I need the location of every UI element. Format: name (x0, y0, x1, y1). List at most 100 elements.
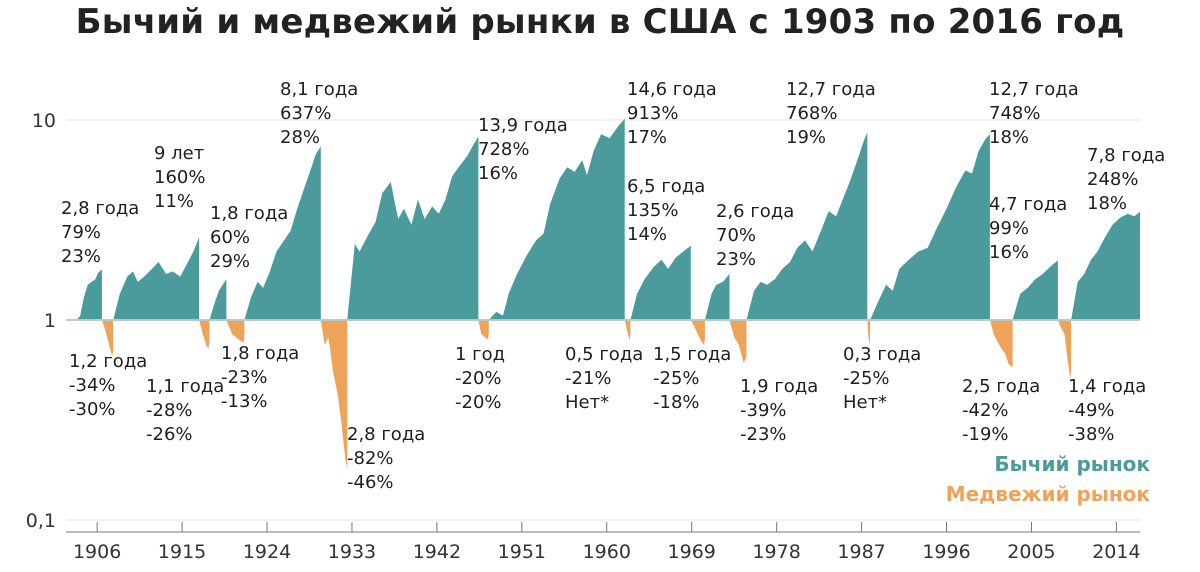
bull-label-4-line-3: 28% (280, 127, 320, 148)
bull-label-5-line-1: 13,9 года (478, 115, 568, 136)
bull-label-4-line-2: 637% (280, 103, 331, 124)
bull-label-2-line-2: 160% (154, 167, 205, 188)
bull-market-area-6 (488, 118, 625, 321)
axis-layer: 10 1 0,1 1906 1915 1924 1933 1942 1951 1960 1969 19… (26, 110, 1141, 563)
bear-market-area-9 (867, 320, 871, 345)
bear-label-9-line-1: 0,3 года (843, 344, 921, 365)
legend: Бычий рынок Медвежий рынок (946, 452, 1151, 506)
bull-label-5-line-3: 16% (478, 163, 518, 184)
bear-label-7: 1,5 года -25% -18% (653, 344, 731, 413)
bear-label-8-line-3: -23% (740, 424, 787, 445)
bear-label-8-line-1: 1,9 года (740, 376, 818, 397)
bear-market-area-7 (690, 320, 705, 345)
legend-item-bear: Медвежий рынок (946, 482, 1151, 506)
bear-label-8: 1,9 года -39% -23% (740, 376, 818, 445)
bull-market-area-2 (113, 237, 200, 320)
bear-label-2-line-1: 1,1 года (146, 376, 224, 397)
bear-label-4-line-3: -46% (347, 472, 394, 493)
annotation-layer: 2,8 года 79% 23% 9 лет 160% 11% 1,8 года 60% 29%… (61, 79, 1165, 493)
bear-market-area-5 (478, 320, 489, 340)
bull-label-7: 6,5 года 135% 14% (627, 176, 705, 245)
chart-title: Бычий и медвежий рынки в США с 1903 по 2… (75, 2, 1125, 42)
bull-market-area-11 (1012, 260, 1058, 320)
x-tick-label: 1915 (158, 541, 206, 563)
bear-market-area-4 (320, 320, 348, 469)
bull-label-5-line-2: 728% (478, 139, 529, 160)
bull-market-area-5 (347, 136, 479, 320)
bull-label-6-line-1: 14,6 года (627, 79, 717, 100)
bear-label-11-line-2: -49% (1068, 400, 1115, 421)
bear-label-5-line-2: -20% (455, 368, 502, 389)
bull-market-area-3 (209, 279, 227, 320)
bull-label-3: 1,8 года 60% 29% (210, 203, 288, 272)
bear-market-area-6 (624, 320, 631, 341)
bear-market-area-10 (989, 320, 1013, 368)
x-tick-label: 1987 (837, 541, 885, 563)
bull-label-8: 2,6 года 70% 23% (716, 201, 794, 270)
bear-label-1-line-1: 1,2 года (69, 351, 147, 372)
x-tick-label: 1960 (583, 541, 631, 563)
bear-label-4-line-1: 2,8 года (347, 424, 425, 445)
bull-label-12-line-2: 248% (1087, 169, 1138, 190)
bull-label-11-line-2: 99% (989, 218, 1029, 239)
y-tick-label: 0,1 (26, 510, 56, 532)
bull-label-12: 7,8 года 248% 18% (1087, 145, 1165, 214)
bear-label-11-line-1: 1,4 года (1068, 376, 1146, 397)
bear-markets-layer (101, 320, 1072, 469)
bear-label-9-line-3: Нет* (843, 392, 887, 413)
bull-market-area-12 (1071, 211, 1140, 320)
x-tick-label: 1996 (922, 541, 970, 563)
bull-label-8-line-3: 23% (716, 249, 756, 270)
bear-label-11-line-3: -38% (1068, 424, 1115, 445)
bear-label-10-line-1: 2,5 года (962, 376, 1040, 397)
bear-label-4: 2,8 года -82% -46% (347, 424, 425, 493)
bear-label-1: 1,2 года -34% -30% (69, 351, 147, 420)
bull-label-6-line-2: 913% (627, 103, 678, 124)
y-tick-label: 10 (32, 110, 56, 132)
grid-layer (66, 119, 1140, 521)
bull-label-12-line-1: 7,8 года (1087, 145, 1165, 166)
bear-label-11: 1,4 года -49% -38% (1068, 376, 1146, 445)
bull-label-9-line-3: 19% (786, 127, 826, 148)
bull-label-10-line-1: 12,7 года (989, 79, 1079, 100)
bear-label-7-line-2: -25% (653, 368, 700, 389)
bear-label-5: 1 год -20% -20% (455, 344, 505, 413)
bear-label-10-line-3: -19% (962, 424, 1009, 445)
bull-label-10: 12,7 года 748% 18% (989, 79, 1079, 148)
bear-label-2: 1,1 года -28% -26% (146, 376, 224, 445)
x-tick-label: 1969 (668, 541, 716, 563)
bear-label-6-line-1: 0,5 года (565, 344, 643, 365)
bear-label-3-line-2: -23% (221, 367, 268, 388)
x-tick-label: 2014 (1092, 541, 1140, 563)
bear-label-1-line-2: -34% (69, 375, 116, 396)
bear-label-7-line-3: -18% (653, 392, 700, 413)
bull-label-11-line-1: 4,7 года (989, 194, 1067, 215)
bear-market-area-3 (226, 320, 245, 343)
bull-label-7-line-1: 6,5 года (627, 176, 705, 197)
bear-market-area-2 (199, 320, 210, 349)
x-tick-label: 1978 (752, 541, 800, 563)
bull-label-1-line-2: 79% (61, 222, 101, 243)
bull-label-3-line-3: 29% (210, 251, 250, 272)
bear-label-3-line-1: 1,8 года (221, 343, 299, 364)
bear-label-3-line-3: -13% (221, 391, 268, 412)
bull-label-3-line-2: 60% (210, 227, 250, 248)
bull-label-6: 14,6 года 913% 17% (627, 79, 717, 148)
x-tick-label: 1924 (243, 541, 291, 563)
bull-market-area-9 (746, 132, 868, 320)
bull-markets-layer (76, 118, 1140, 321)
bull-label-11-line-3: 16% (989, 242, 1029, 263)
bull-label-9: 12,7 года 768% 19% (786, 79, 876, 148)
bull-label-1: 2,8 года 79% 23% (61, 198, 139, 267)
bear-label-4-line-2: -82% (347, 448, 394, 469)
bear-label-6-line-2: -21% (565, 368, 612, 389)
bull-label-1-line-1: 2,8 года (61, 198, 139, 219)
bear-label-10-line-2: -42% (962, 400, 1009, 421)
bull-label-8-line-2: 70% (716, 225, 756, 246)
bear-label-6: 0,5 года -21% Нет* (565, 344, 643, 413)
bear-label-3: 1,8 года -23% -13% (221, 343, 299, 412)
bull-label-1-line-3: 23% (61, 246, 101, 267)
bull-label-6-line-3: 17% (627, 127, 667, 148)
bear-label-5-line-1: 1 год (455, 344, 505, 365)
